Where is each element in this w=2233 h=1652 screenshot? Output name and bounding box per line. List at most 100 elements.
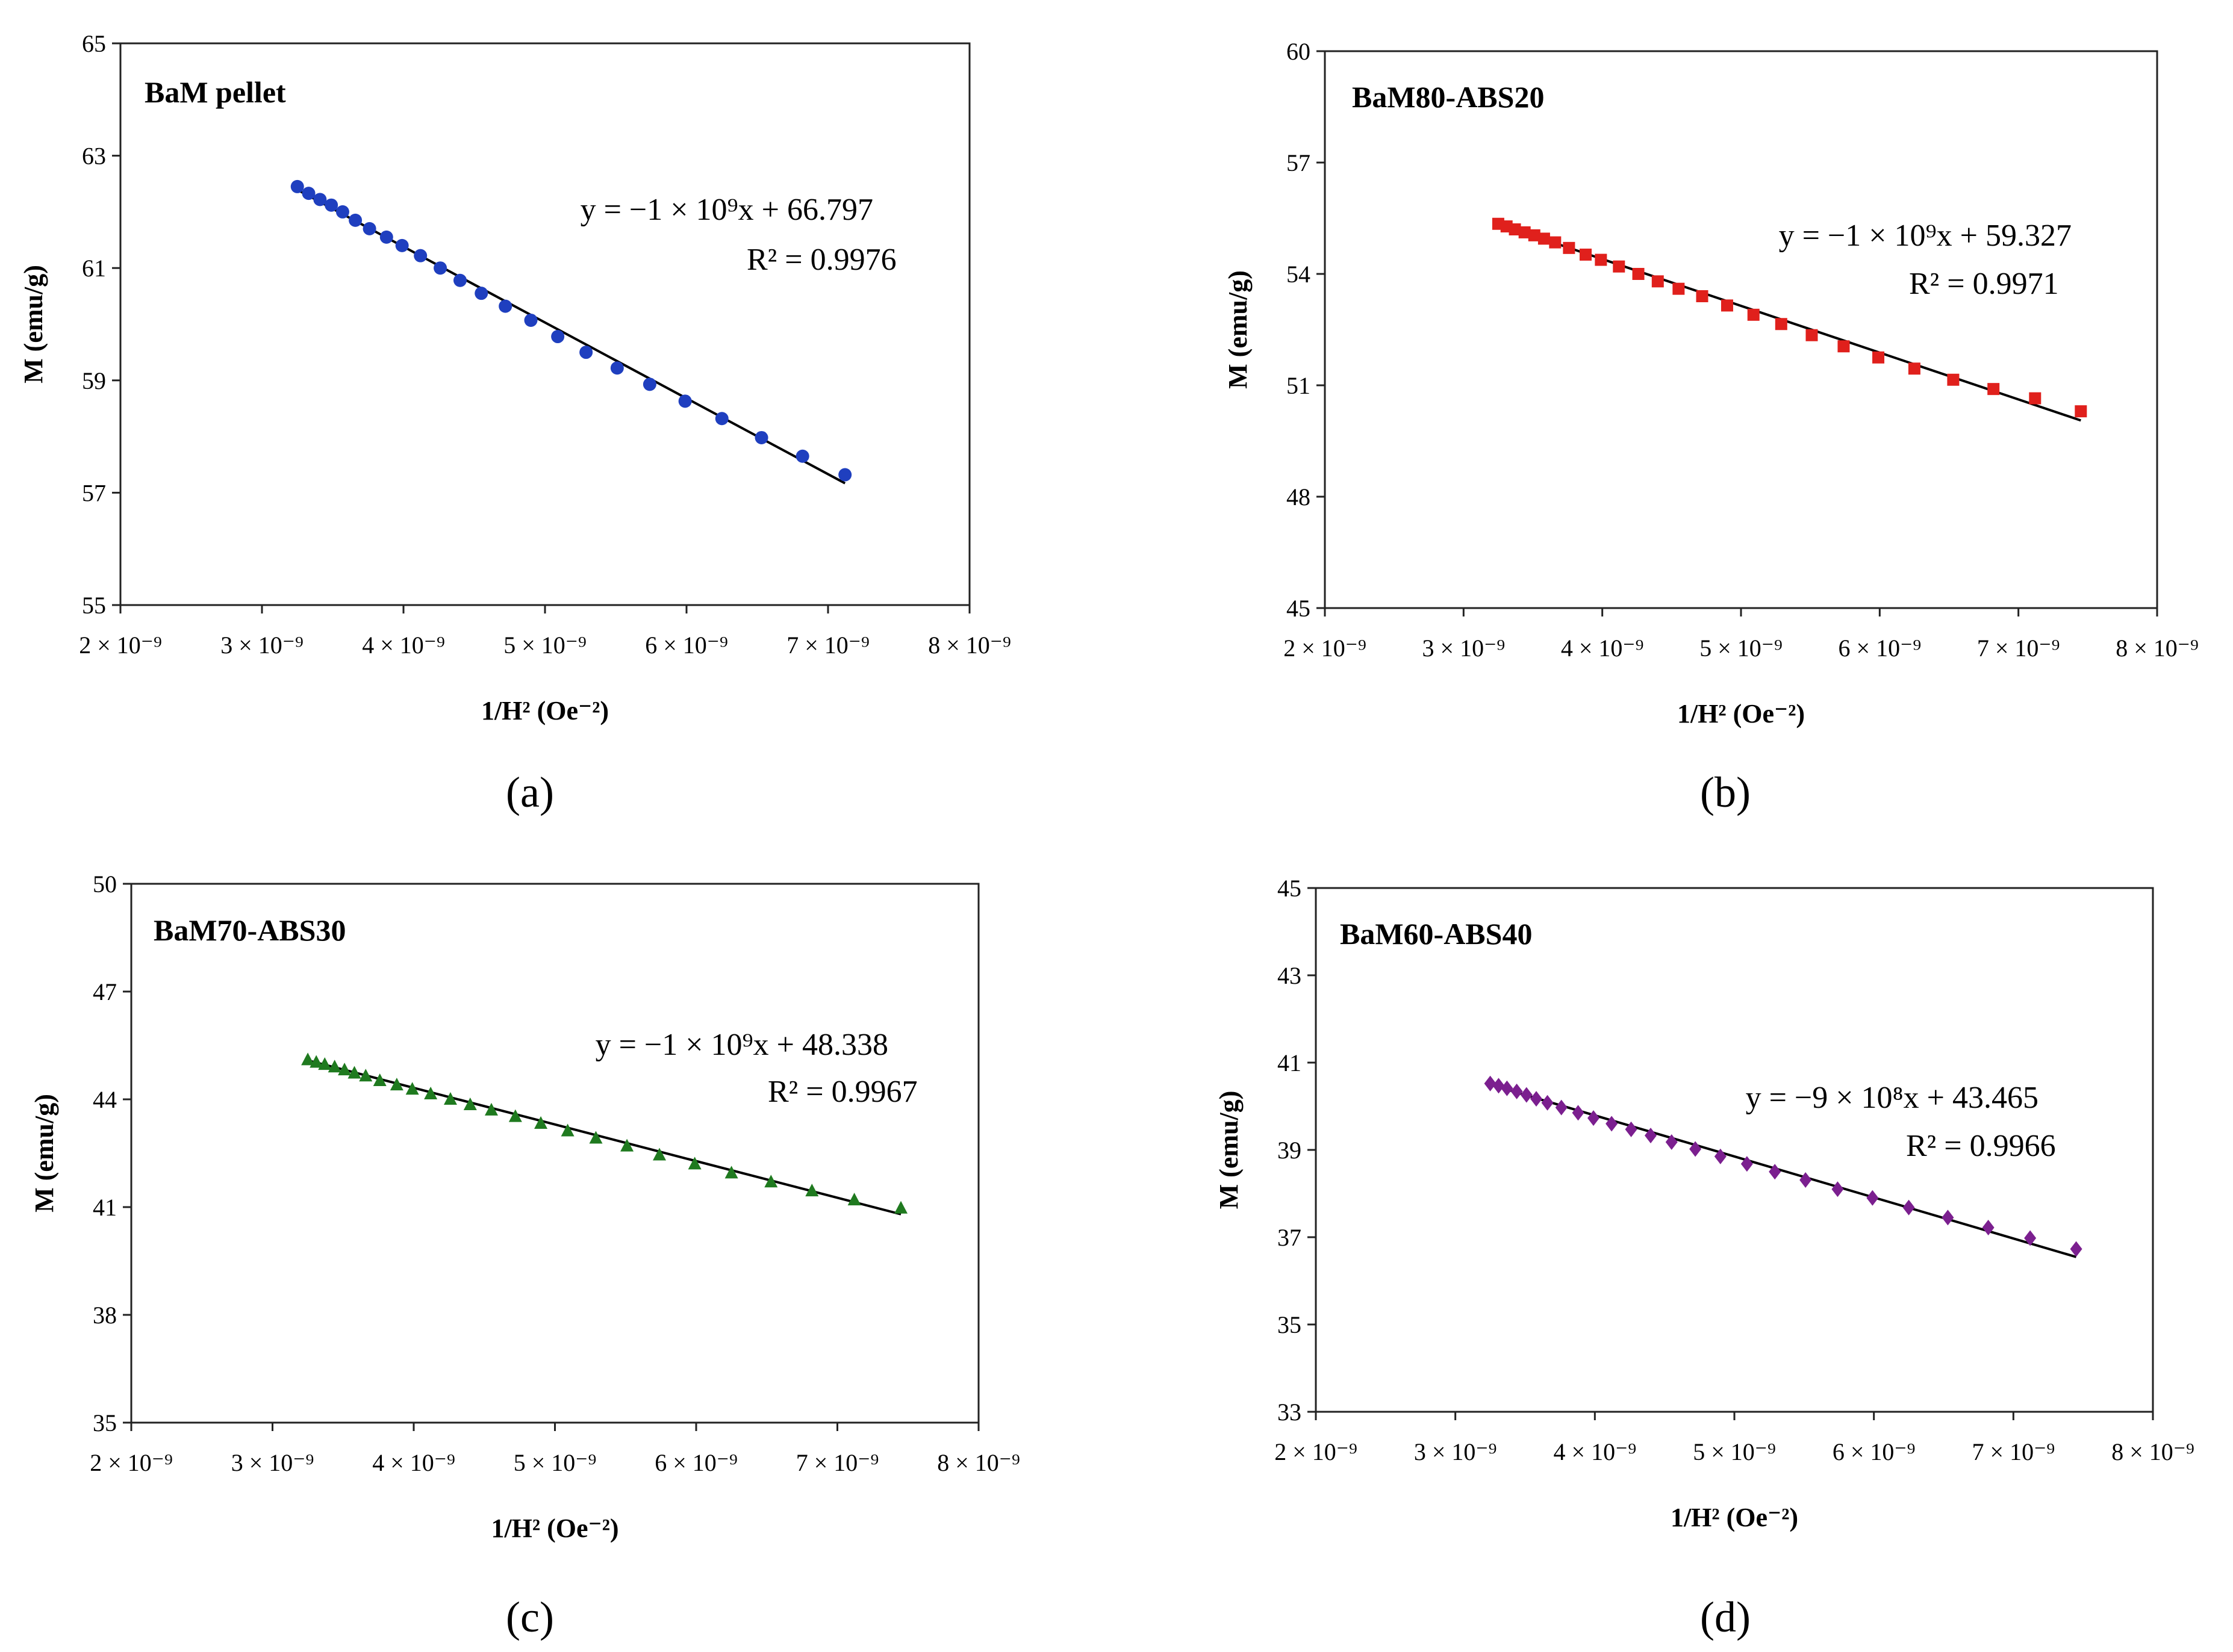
y-tick-label: 48	[1286, 483, 1310, 511]
x-tick-label: 3 × 10⁻⁹	[1414, 1438, 1497, 1465]
data-point	[318, 1057, 332, 1070]
data-point	[463, 1097, 477, 1110]
panel-caption: (d)	[1700, 1593, 1751, 1641]
y-tick-label: 38	[93, 1302, 117, 1329]
data-point	[325, 198, 338, 212]
data-point	[1537, 232, 1550, 245]
x-tick-label: 8 × 10⁻⁹	[2116, 635, 2199, 662]
x-tick-label: 3 × 10⁻⁹	[231, 1449, 314, 1476]
data-point	[724, 1166, 738, 1179]
data-point	[847, 1193, 861, 1206]
data-point	[373, 1073, 387, 1086]
regression-equation: y = −1 × 10⁹x + 59.327	[1779, 219, 2072, 253]
regression-equation: y = −9 × 10⁸x + 43.465	[1746, 1081, 2038, 1115]
data-point	[1651, 275, 1664, 288]
x-tick-label: 4 × 10⁻⁹	[1554, 1438, 1637, 1465]
data-point	[551, 330, 565, 344]
x-tick-label: 6 × 10⁻⁹	[1839, 635, 1922, 662]
chart-panel-1: 55 57 59 61 63 65 2 × 10⁻⁹ 3 × 10⁻⁹ 4 × 10⁻⁹ 5 × …	[19, 30, 1011, 816]
data-point	[434, 261, 447, 275]
data-point	[1501, 1080, 1513, 1096]
r-squared: R² = 0.9971	[1909, 267, 2059, 301]
x-tick-label: 5 × 10⁻⁹	[514, 1449, 597, 1476]
x-tick-label: 5 × 10⁻⁹	[1699, 635, 1783, 662]
data-point	[475, 287, 488, 300]
data-point	[1872, 351, 1885, 364]
panel-title: BaM pellet	[145, 75, 286, 109]
y-tick-label: 33	[1277, 1399, 1301, 1426]
y-tick-label: 45	[1277, 875, 1301, 902]
data-point	[1484, 1075, 1496, 1092]
data-point	[796, 449, 809, 463]
x-tick-label: 7 × 10⁻⁹	[1977, 635, 2060, 662]
data-point	[310, 1055, 323, 1068]
data-point	[499, 299, 512, 313]
data-point	[1580, 248, 1592, 261]
y-tick-label: 41	[1277, 1049, 1301, 1076]
chart-panel-3: 35 38 41 44 47 50 2 × 10⁻⁹ 3 × 10⁻⁹ 4 × 10⁻⁹ 5 × …	[30, 871, 1020, 1641]
data-point	[764, 1175, 778, 1188]
x-tick-label: 8 × 10⁻⁹	[928, 632, 1011, 659]
data-point	[328, 1060, 341, 1073]
data-point	[395, 238, 409, 252]
data-point	[363, 222, 376, 235]
data-point	[2070, 1241, 2082, 1257]
data-point	[301, 1052, 315, 1066]
data-point	[313, 193, 327, 206]
data-point	[1866, 1190, 1879, 1206]
r-squared: R² = 0.9967	[768, 1075, 918, 1109]
x-axis-title: 1/H² (Oe⁻²)	[491, 1514, 618, 1543]
data-point	[1769, 1164, 1781, 1180]
y-tick-label: 61	[82, 255, 106, 282]
x-tick-label: 2 × 10⁻⁹	[79, 632, 162, 659]
x-tick-label: 4 × 10⁻⁹	[362, 632, 445, 659]
y-axis-title: M (emu/g)	[19, 265, 48, 384]
data-point	[1672, 282, 1685, 295]
data-point	[302, 187, 316, 200]
data-point	[620, 1138, 634, 1152]
data-point	[347, 1066, 361, 1079]
data-point	[424, 1087, 438, 1100]
data-point	[1942, 1210, 1954, 1226]
data-point	[1563, 241, 1575, 254]
data-point	[561, 1123, 575, 1137]
data-point	[1696, 290, 1708, 302]
data-point	[1645, 1128, 1657, 1144]
data-point	[484, 1102, 498, 1116]
y-tick-label: 63	[82, 143, 106, 170]
y-tick-label: 59	[82, 367, 106, 394]
data-point	[1632, 268, 1645, 280]
x-tick-label: 5 × 10⁻⁹	[1693, 1438, 1776, 1465]
data-point	[1805, 329, 1818, 341]
x-tick-label: 4 × 10⁻⁹	[1561, 635, 1644, 662]
data-point	[1902, 1199, 1915, 1216]
x-tick-label: 2 × 10⁻⁹	[1283, 635, 1366, 662]
y-tick-label: 57	[1286, 149, 1310, 176]
trendline	[1490, 1083, 2077, 1258]
data-point	[2075, 405, 2087, 418]
data-point	[838, 468, 852, 482]
x-tick-label: 2 × 10⁻⁹	[1274, 1438, 1357, 1465]
data-point	[1987, 383, 2000, 396]
regression-equation: y = −1 × 10⁹x + 66.797	[581, 193, 873, 227]
chart-panel-2: 45 48 51 54 57 60 2 × 10⁻⁹ 3 × 10⁻⁹ 4 × 10⁻⁹ 5 × …	[1223, 38, 2199, 816]
data-point	[643, 377, 656, 391]
x-tick-label: 8 × 10⁻⁹	[937, 1449, 1020, 1476]
data-point	[1509, 223, 1521, 235]
data-point	[414, 249, 428, 262]
data-point	[653, 1147, 667, 1161]
y-axis-title: M (emu/g)	[1214, 1091, 1244, 1210]
panel-title: BaM70-ABS30	[154, 913, 346, 947]
data-point	[589, 1131, 603, 1144]
data-point	[1549, 236, 1562, 249]
data-point	[290, 179, 304, 193]
x-tick-label: 4 × 10⁻⁹	[372, 1449, 455, 1476]
data-point	[894, 1200, 908, 1214]
data-point	[1665, 1134, 1678, 1150]
x-tick-label: 7 × 10⁻⁹	[786, 632, 870, 659]
y-axis-title: M (emu/g)	[30, 1094, 59, 1213]
data-point	[1831, 1181, 1844, 1197]
data-point	[1510, 1083, 1523, 1099]
data-point	[359, 1069, 373, 1082]
y-tick-label: 44	[93, 1086, 117, 1113]
